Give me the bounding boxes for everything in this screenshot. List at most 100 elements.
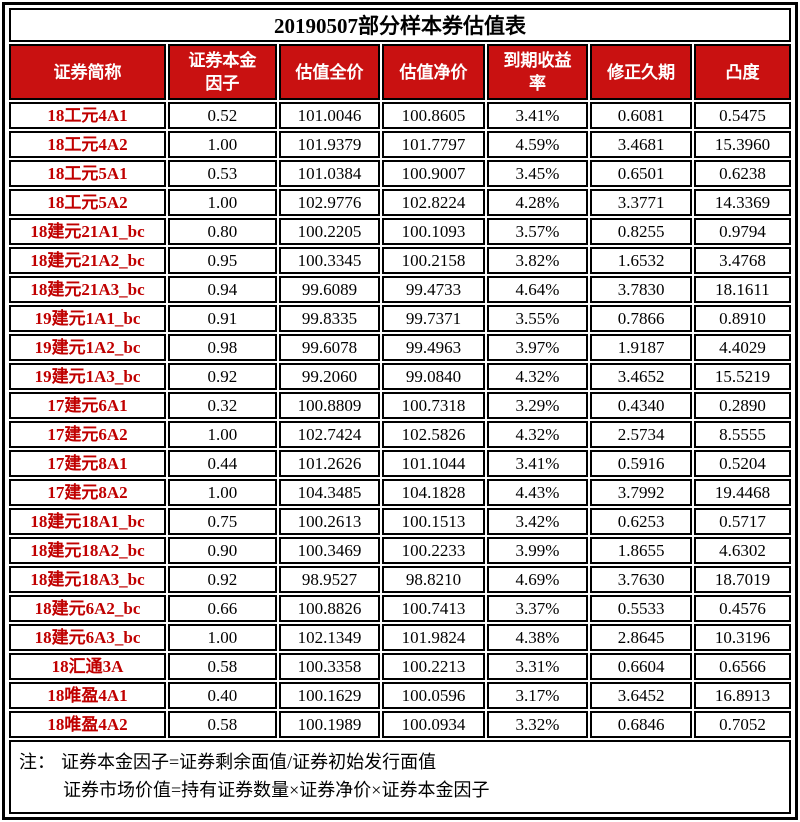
- security-name-cell: 19建元1A3_bc: [9, 363, 167, 390]
- value-cell: 0.94: [168, 276, 277, 303]
- value-cell: 1.00: [168, 624, 277, 651]
- value-cell: 99.2060: [278, 363, 381, 390]
- security-name-cell: 18建元18A3_bc: [9, 566, 167, 593]
- security-name-cell: 18建元18A1_bc: [9, 508, 167, 535]
- footnote-line-1-text: 证券本金因子=证券剩余面值/证券初始发行面值: [61, 752, 437, 772]
- value-cell: 100.1513: [382, 508, 485, 535]
- table-row: 18建元18A3_bc 0.92 98.9527 98.8210 4.69% 3.7630…: [9, 566, 791, 593]
- value-cell: 15.5219: [693, 363, 791, 390]
- value-cell: 0.5204: [693, 450, 791, 477]
- column-header-convexity: 凸度: [693, 44, 791, 100]
- value-cell: 3.29%: [486, 392, 589, 419]
- value-cell: 4.69%: [486, 566, 589, 593]
- value-cell: 3.97%: [486, 334, 589, 361]
- value-cell: 0.6604: [590, 653, 692, 680]
- value-cell: 0.66: [168, 595, 277, 622]
- value-cell: 3.4768: [693, 247, 791, 274]
- value-cell: 100.8826: [278, 595, 381, 622]
- value-cell: 4.43%: [486, 479, 589, 506]
- value-cell: 0.8255: [590, 218, 692, 245]
- value-cell: 0.5475: [693, 102, 791, 129]
- security-name-cell: 18建元6A3_bc: [9, 624, 167, 651]
- value-cell: 101.9824: [382, 624, 485, 651]
- value-cell: 3.6452: [590, 682, 692, 709]
- value-cell: 99.4733: [382, 276, 485, 303]
- table-row: 18工元5A2 1.00 102.9776 102.8224 4.28% 3.3771 14…: [9, 189, 791, 216]
- value-cell: 0.40: [168, 682, 277, 709]
- value-cell: 102.9776: [278, 189, 381, 216]
- value-cell: 99.8335: [278, 305, 381, 332]
- table-row: 18工元5A1 0.53 101.0384 100.9007 3.45% 0.6501 0.…: [9, 160, 791, 187]
- value-cell: 18.7019: [693, 566, 791, 593]
- value-cell: 100.2158: [382, 247, 485, 274]
- security-name-cell: 18建元18A2_bc: [9, 537, 167, 564]
- table-row: 19建元1A2_bc 0.98 99.6078 99.4963 3.97% 1.9187 4…: [9, 334, 791, 361]
- value-cell: 0.58: [168, 711, 277, 738]
- value-cell: 3.41%: [486, 450, 589, 477]
- value-cell: 101.2626: [278, 450, 381, 477]
- column-header-ytm: 到期收益 率: [486, 44, 589, 100]
- value-cell: 0.91: [168, 305, 277, 332]
- column-header-modified-duration: 修正久期: [590, 44, 692, 100]
- value-cell: 101.7797: [382, 131, 485, 158]
- value-cell: 100.0596: [382, 682, 485, 709]
- value-cell: 0.9794: [693, 218, 791, 245]
- value-cell: 100.8809: [278, 392, 381, 419]
- table-body: 20190507部分样本券估值表 证券简称 证券本金 因子 估值全价 估值净价 …: [9, 8, 791, 814]
- value-cell: 2.5734: [590, 421, 692, 448]
- column-header-full-price: 估值全价: [278, 44, 381, 100]
- value-cell: 100.3358: [278, 653, 381, 680]
- value-cell: 3.45%: [486, 160, 589, 187]
- value-cell: 3.41%: [486, 102, 589, 129]
- table-row: 17建元8A2 1.00 104.3485 104.1828 4.43% 3.7992 19…: [9, 479, 791, 506]
- value-cell: 0.53: [168, 160, 277, 187]
- value-cell: 101.0046: [278, 102, 381, 129]
- footnote-prefix: 注：: [19, 752, 55, 772]
- value-cell: 100.2613: [278, 508, 381, 535]
- value-cell: 10.3196: [693, 624, 791, 651]
- value-cell: 2.8645: [590, 624, 692, 651]
- value-cell: 3.7992: [590, 479, 692, 506]
- value-cell: 3.99%: [486, 537, 589, 564]
- value-cell: 3.3771: [590, 189, 692, 216]
- valuation-table: 20190507部分样本券估值表 证券简称 证券本金 因子 估值全价 估值净价 …: [7, 6, 793, 816]
- table-row: 18建元21A3_bc 0.94 99.6089 99.4733 4.64% 3.7830…: [9, 276, 791, 303]
- security-name-cell: 18唯盈4A1: [9, 682, 167, 709]
- value-cell: 1.00: [168, 131, 277, 158]
- value-cell: 1.00: [168, 189, 277, 216]
- value-cell: 100.7413: [382, 595, 485, 622]
- security-name-cell: 18建元21A2_bc: [9, 247, 167, 274]
- value-cell: 104.3485: [278, 479, 381, 506]
- value-cell: 100.9007: [382, 160, 485, 187]
- value-cell: 4.4029: [693, 334, 791, 361]
- table-row: 18工元4A1 0.52 101.0046 100.8605 3.41% 0.6081 0.…: [9, 102, 791, 129]
- security-name-cell: 18工元5A1: [9, 160, 167, 187]
- footnote-line-1: 注： 证券本金因子=证券剩余面值/证券初始发行面值: [19, 748, 781, 776]
- security-name-cell: 18工元4A1: [9, 102, 167, 129]
- value-cell: 3.42%: [486, 508, 589, 535]
- title-row: 20190507部分样本券估值表: [9, 8, 791, 42]
- value-cell: 102.5826: [382, 421, 485, 448]
- value-cell: 16.8913: [693, 682, 791, 709]
- value-cell: 101.9379: [278, 131, 381, 158]
- value-cell: 1.8655: [590, 537, 692, 564]
- value-cell: 3.31%: [486, 653, 589, 680]
- value-cell: 0.80: [168, 218, 277, 245]
- value-cell: 0.2890: [693, 392, 791, 419]
- value-cell: 4.32%: [486, 421, 589, 448]
- table-row: 19建元1A3_bc 0.92 99.2060 99.0840 4.32% 3.4652 1…: [9, 363, 791, 390]
- security-name-cell: 18建元6A2_bc: [9, 595, 167, 622]
- note-row: 注： 证券本金因子=证券剩余面值/证券初始发行面值 证券市场价值=持有证券数量×证…: [9, 740, 791, 814]
- security-name-cell: 18工元4A2: [9, 131, 167, 158]
- table-row: 17建元8A1 0.44 101.2626 101.1044 3.41% 0.5916 0.…: [9, 450, 791, 477]
- table-row: 17建元6A2 1.00 102.7424 102.5826 4.32% 2.5734 8.…: [9, 421, 791, 448]
- value-cell: 100.1093: [382, 218, 485, 245]
- value-cell: 3.82%: [486, 247, 589, 274]
- value-cell: 4.38%: [486, 624, 589, 651]
- page-title: 20190507部分样本券估值表: [9, 8, 791, 42]
- footnote-box: 注： 证券本金因子=证券剩余面值/证券初始发行面值 证券市场价值=持有证券数量×证…: [9, 740, 791, 814]
- value-cell: 3.37%: [486, 595, 589, 622]
- value-cell: 0.6501: [590, 160, 692, 187]
- value-cell: 0.7052: [693, 711, 791, 738]
- table-row: 18建元18A1_bc 0.75 100.2613 100.1513 3.42% 0.62…: [9, 508, 791, 535]
